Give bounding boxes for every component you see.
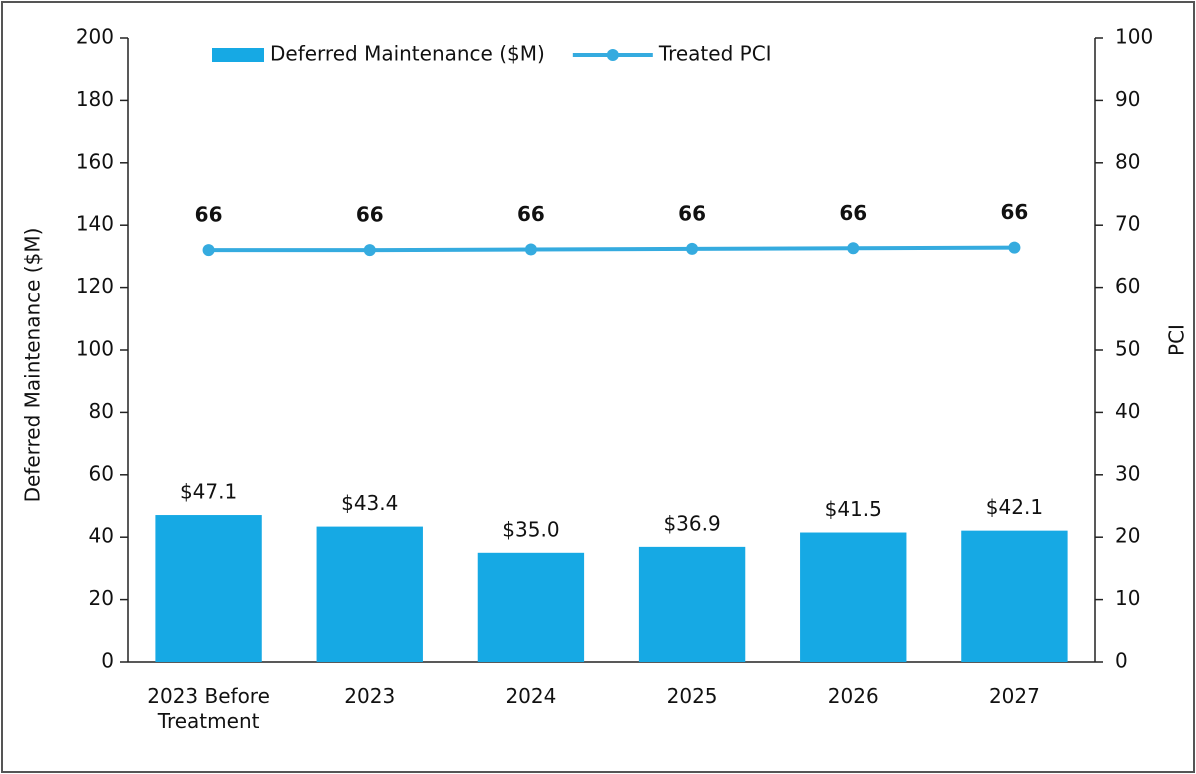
y-tick-label: 60	[89, 461, 114, 485]
line-value-label: 66	[1000, 200, 1028, 224]
y-tick-label: 0	[101, 649, 114, 673]
x-tick-label: 2023 Before Treatment	[147, 684, 270, 733]
bar-value-label: $36.9	[663, 511, 720, 535]
bar	[155, 515, 262, 662]
legend-label: Deferred Maintenance ($M)	[270, 42, 545, 66]
y2-tick-label: 10	[1115, 586, 1140, 610]
y-tick-label: 20	[89, 586, 114, 610]
x-tick-label: 2025	[666, 684, 718, 708]
y2-tick-label: 50	[1115, 337, 1140, 361]
y-tick-label: 100	[76, 337, 114, 361]
y-tick-label: 120	[76, 274, 114, 298]
x-tick-label: 2027	[988, 684, 1040, 708]
bar-value-label: $41.5	[825, 497, 882, 521]
line-marker	[847, 242, 860, 255]
line-value-label: 66	[678, 201, 706, 225]
bar	[638, 546, 746, 662]
bar	[800, 532, 907, 662]
y-tick-label: 40	[89, 524, 114, 548]
y2-axis-title: PCI	[1165, 324, 1189, 356]
y2-tick-label: 20	[1115, 524, 1140, 548]
bar	[477, 552, 585, 662]
y-tick-label: 180	[76, 87, 114, 111]
line-marker	[202, 244, 215, 257]
line-marker	[524, 243, 537, 256]
y2-tick-label: 70	[1115, 212, 1140, 236]
legend-swatch	[212, 48, 264, 62]
y2-tick-label: 40	[1115, 399, 1140, 423]
line	[208, 245, 1015, 253]
y-tick-label: 160	[76, 149, 114, 173]
bar-value-label: $47.1	[180, 480, 237, 504]
bar-value-label: $43.4	[341, 491, 398, 515]
line-marker	[686, 242, 699, 255]
y2-tick-label: 90	[1115, 87, 1140, 111]
y-tick-label: 140	[76, 212, 114, 236]
y-tick-label: 200	[76, 25, 114, 49]
y2-tick-label: 80	[1115, 149, 1140, 173]
y-tick-label: 80	[89, 399, 114, 423]
legend-label: Treated PCI	[658, 42, 772, 66]
y2-tick-label: 60	[1115, 274, 1140, 298]
line-value-label: 66	[356, 203, 384, 227]
bar	[961, 530, 1068, 662]
x-tick-label: 2023	[344, 684, 396, 708]
x-tick-label: 2024	[505, 684, 557, 708]
bar	[316, 526, 423, 662]
line-value-label: 66	[839, 201, 867, 225]
line-marker	[1008, 241, 1021, 254]
x-tick-label: 2026	[827, 684, 879, 708]
bar-value-label: $35.0	[502, 517, 559, 541]
legend-marker	[606, 49, 619, 61]
y2-tick-label: 100	[1115, 25, 1153, 49]
line-value-label: 66	[195, 203, 223, 227]
bar-value-label: $42.1	[986, 495, 1043, 519]
y2-tick-label: 0	[1115, 649, 1128, 673]
y-axis-title: Deferred Maintenance ($M)	[21, 228, 45, 503]
y2-tick-label: 30	[1115, 461, 1140, 485]
line-marker	[363, 244, 376, 257]
line-value-label: 66	[517, 202, 545, 226]
